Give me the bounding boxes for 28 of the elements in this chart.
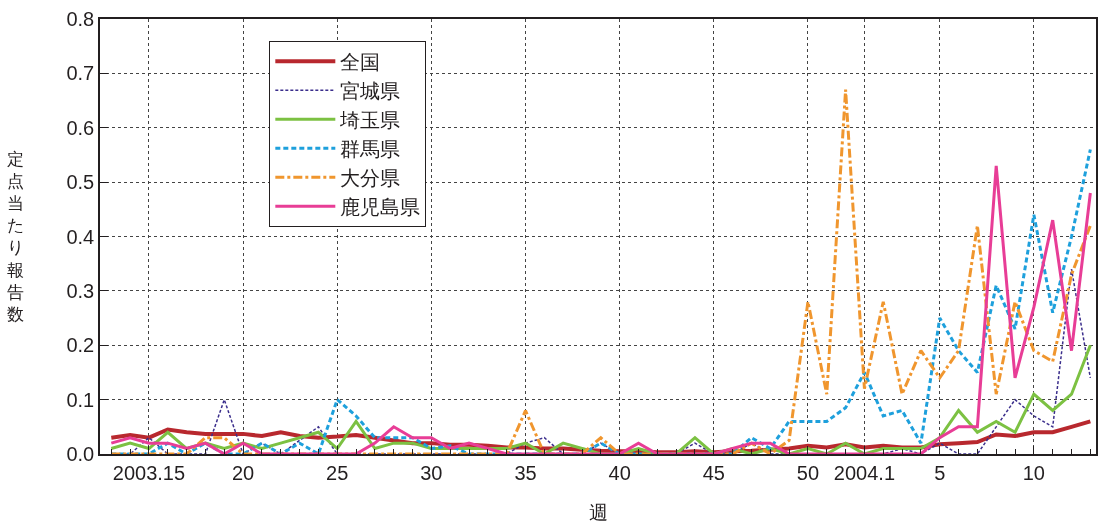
legend-label: 鹿児島県 bbox=[340, 196, 421, 219]
x-tick-label: 20 bbox=[231, 461, 255, 484]
x-tick-label: 40 bbox=[608, 461, 631, 484]
legend-label: 宮城県 bbox=[340, 80, 401, 103]
x-tick-label: 2004.1 bbox=[833, 461, 896, 484]
y-axis-title: 定点当たり報告数 bbox=[7, 150, 24, 324]
x-tick-label: 50 bbox=[796, 461, 820, 484]
x-tick-label: 5 bbox=[934, 461, 946, 484]
y-tick-label: 0.4 bbox=[66, 225, 95, 248]
y-tick-label: 0.1 bbox=[66, 388, 95, 411]
x-tick-label: 2003.15 bbox=[112, 461, 186, 484]
x-tick-label: 35 bbox=[514, 461, 537, 484]
y-tick-label: 0.6 bbox=[66, 116, 95, 139]
x-tick-label: 45 bbox=[702, 461, 725, 484]
x-axis-title: 週 bbox=[589, 502, 608, 523]
y-tick-label: 0.5 bbox=[66, 171, 95, 194]
y-tick-label: 0.2 bbox=[66, 334, 95, 357]
x-tick-label: 30 bbox=[420, 461, 443, 484]
x-tick-label: 25 bbox=[326, 461, 349, 484]
legend-label: 全国 bbox=[340, 51, 381, 74]
y-tick-label: 0.0 bbox=[66, 443, 95, 465]
legend-label: 大分県 bbox=[340, 167, 401, 190]
legend-label: 埼玉県 bbox=[339, 109, 401, 132]
y-tick-label: 0.8 bbox=[66, 8, 95, 30]
y-tick-label: 0.7 bbox=[66, 62, 95, 85]
y-tick-label: 0.3 bbox=[66, 279, 95, 302]
x-tick-label: 10 bbox=[1022, 461, 1045, 484]
legend-label: 群馬県 bbox=[340, 138, 401, 161]
